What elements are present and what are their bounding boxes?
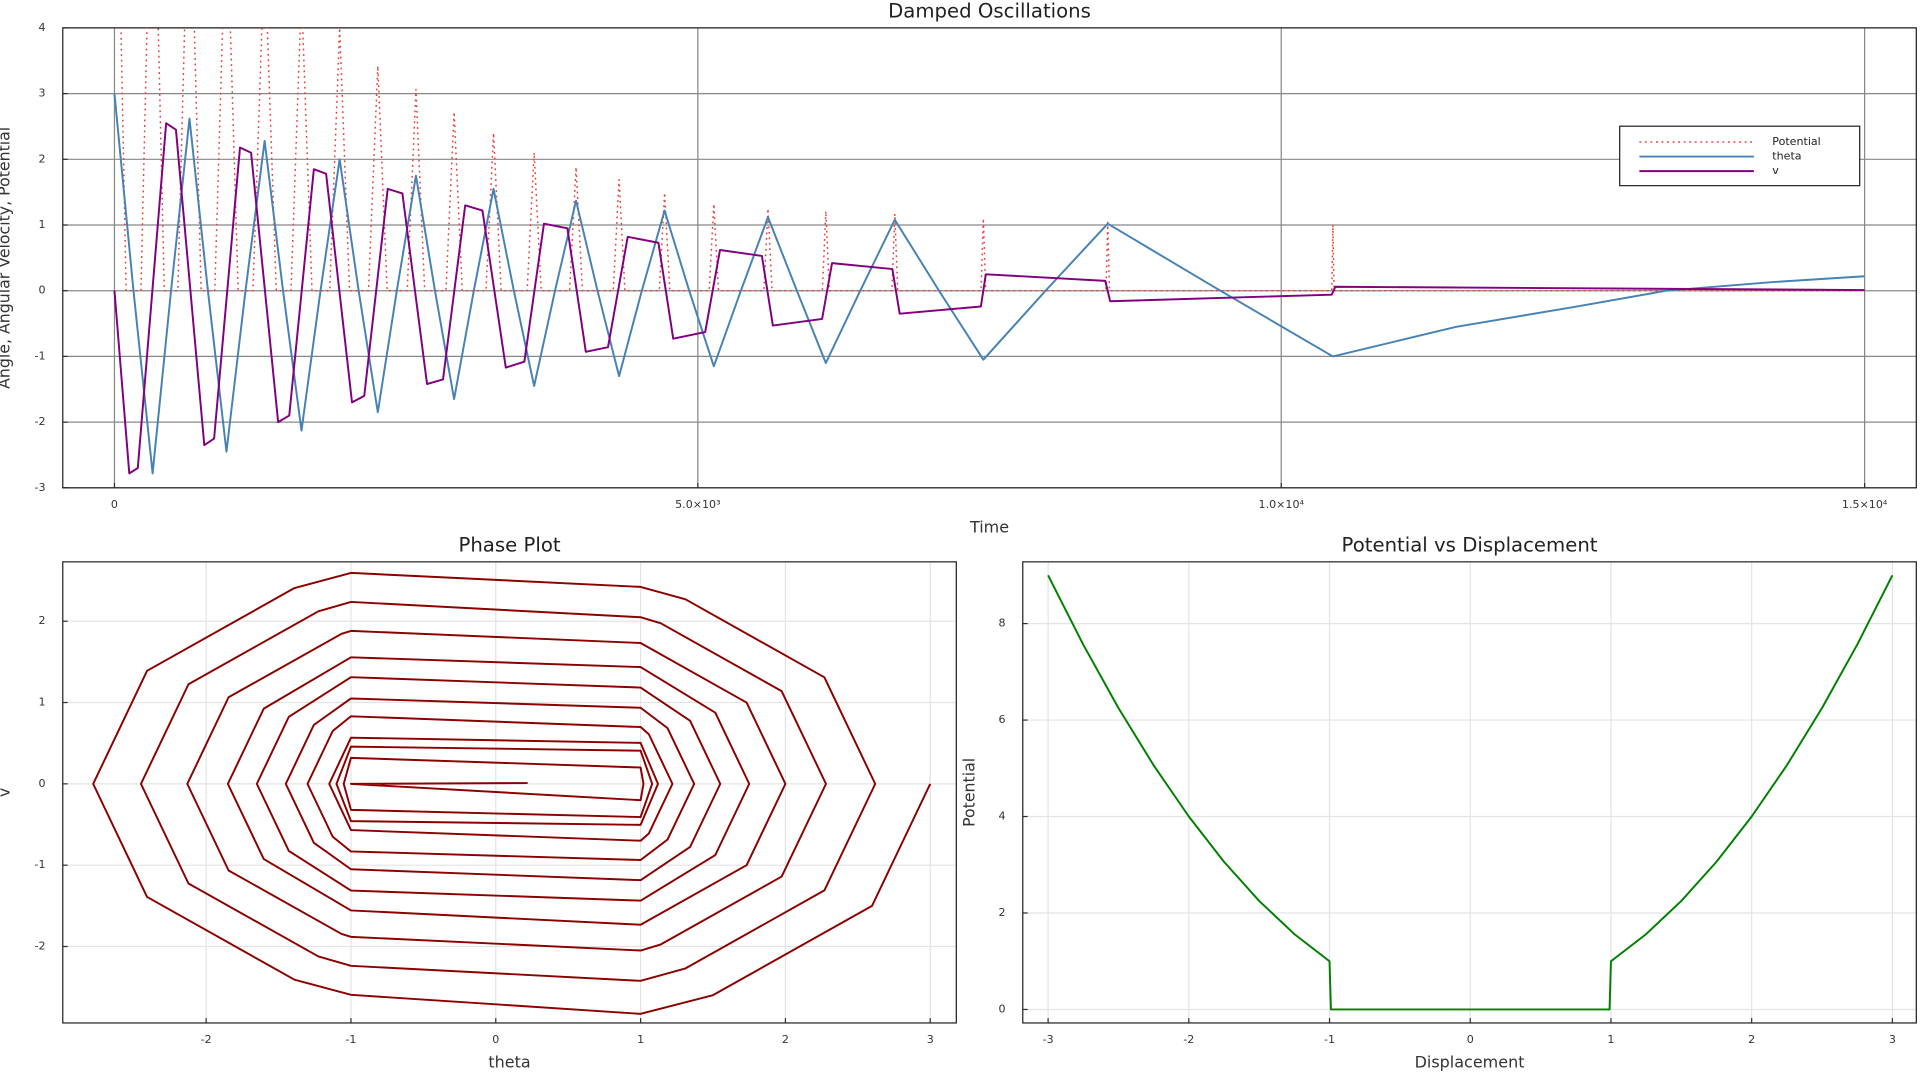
series-line xyxy=(92,571,932,1015)
chart-title: Phase Plot xyxy=(458,534,560,557)
y-tick-label: -2 xyxy=(35,415,46,428)
series-line xyxy=(113,122,1865,475)
x-tick-label: 2 xyxy=(782,1033,789,1046)
series-group xyxy=(1047,574,1894,1011)
y-axis-label: Angle, Angular Velocity, Potential xyxy=(0,127,13,389)
y-tick-label: 0 xyxy=(38,284,45,297)
y-tick-label: 4 xyxy=(38,21,45,34)
plot-frame xyxy=(62,27,1917,489)
x-axis-label: Displacement xyxy=(1415,1053,1525,1072)
y-tick-label: 0 xyxy=(998,1003,1005,1016)
y-axis-label: Potential xyxy=(959,758,978,827)
x-tick-label: -2 xyxy=(201,1033,212,1046)
x-tick-label: -1 xyxy=(345,1033,356,1046)
series-line xyxy=(1047,574,1894,1011)
x-tick-label: -1 xyxy=(1324,1033,1335,1046)
y-tick-label: 1 xyxy=(38,696,45,709)
series-group xyxy=(92,571,932,1015)
y-tick-label: 2 xyxy=(998,906,1005,919)
x-tick-label: 3 xyxy=(927,1033,934,1046)
y-tick-label: 4 xyxy=(998,810,1005,823)
x-tick-label: 3 xyxy=(1889,1033,1896,1046)
y-tick-label: 6 xyxy=(998,713,1005,726)
legend-label: Potential xyxy=(1772,135,1820,148)
x-tick-label: 0 xyxy=(1467,1033,1474,1046)
x-tick-label: 1.0×10⁴ xyxy=(1259,498,1305,511)
chart-title: Potential vs Displacement xyxy=(1342,534,1598,557)
legend-label: theta xyxy=(1772,150,1801,163)
x-tick-label: 5.0×10³ xyxy=(675,498,720,511)
series-group xyxy=(113,27,1865,475)
plot-frame xyxy=(1022,561,1917,1024)
series-line xyxy=(113,93,1865,475)
y-tick-label: 2 xyxy=(38,152,45,165)
y-tick-label: 8 xyxy=(998,617,1005,630)
x-tick-label: 0 xyxy=(111,498,118,511)
y-tick-label: 1 xyxy=(38,218,45,231)
y-tick-label: -3 xyxy=(35,481,46,494)
x-tick-label: 1.5×10⁴ xyxy=(1842,498,1888,511)
y-tick-label: -1 xyxy=(35,858,46,871)
x-tick-label: 2 xyxy=(1748,1033,1755,1046)
plot-frame xyxy=(62,561,957,1024)
y-tick-label: 2 xyxy=(38,614,45,627)
x-tick-label: 0 xyxy=(492,1033,499,1046)
y-tick-label: -1 xyxy=(35,349,46,362)
x-tick-label: -3 xyxy=(1043,1033,1054,1046)
chart-title: Damped Oscillations xyxy=(888,0,1091,23)
x-axis-label: Time xyxy=(969,517,1009,536)
series-line xyxy=(120,27,1865,292)
y-tick-label: 0 xyxy=(38,777,45,790)
x-tick-label: 1 xyxy=(1607,1033,1614,1046)
x-axis-label: theta xyxy=(488,1053,530,1072)
x-tick-label: 1 xyxy=(637,1033,644,1046)
y-tick-label: -2 xyxy=(35,940,46,953)
y-axis-label: v xyxy=(0,788,13,797)
legend-label: v xyxy=(1772,164,1779,177)
x-tick-label: -2 xyxy=(1183,1033,1194,1046)
y-tick-label: 3 xyxy=(38,87,45,100)
